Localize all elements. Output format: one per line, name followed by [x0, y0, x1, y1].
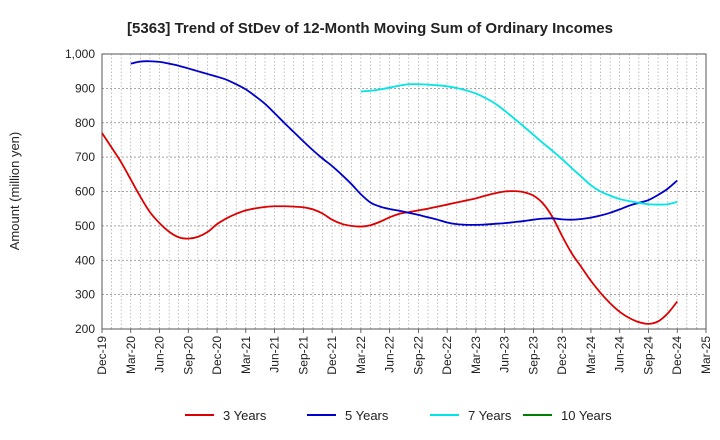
x-tick-label: Sep-22 [411, 336, 425, 375]
series-line-7-years [360, 83, 678, 206]
x-tick-label: Jun-22 [383, 336, 397, 373]
legend-label: 10 Years [561, 408, 612, 423]
legend-label: 7 Years [468, 408, 512, 423]
x-tick-label: Sep-24 [641, 336, 655, 375]
x-tick-label: Sep-23 [526, 336, 540, 375]
x-tick-label: Dec-21 [325, 336, 339, 375]
y-tick-label: 1,000 [65, 47, 95, 61]
x-tick-label: Sep-20 [181, 336, 195, 375]
y-tick-label: 200 [75, 322, 95, 336]
legend: 3 Years 5 Years 7 Years 10 Years [185, 408, 612, 423]
plot-area: 200 300 400 500 600 700 800 900 1,000 Dec-19 Mar-2… [65, 47, 713, 375]
plot-frame [101, 53, 707, 330]
x-tick-label: Dec-23 [555, 336, 569, 375]
x-tick-label: Mar-23 [469, 336, 483, 374]
x-tick-label: Jun-24 [613, 336, 627, 373]
legend-label: 5 Years [345, 408, 389, 423]
x-tick-label: Sep-21 [296, 336, 310, 375]
x-tick-label: Jun-20 [153, 336, 167, 373]
y-tick-label: 900 [75, 81, 95, 95]
x-tick-label: Mar-21 [239, 336, 253, 374]
x-tick-label: Dec-20 [210, 336, 224, 375]
series-line-5-years [130, 60, 678, 226]
x-tick-label: Mar-22 [354, 336, 368, 374]
x-tick-label: Mar-25 [699, 336, 713, 374]
y-tick-label: 700 [75, 150, 95, 164]
legend-label: 3 Years [223, 408, 267, 423]
x-tick-label: Dec-24 [670, 336, 684, 375]
x-tick-label: Jun-23 [498, 336, 512, 373]
x-tick-label: Jun-21 [268, 336, 282, 373]
chart-title: [5363] Trend of StDev of 12-Month Moving… [127, 20, 613, 37]
x-tick-label: Dec-19 [95, 336, 109, 375]
y-tick-label: 500 [75, 219, 95, 233]
y-tick-label: 400 [75, 253, 95, 267]
series-line-3-years [101, 132, 678, 325]
y-tick-label: 300 [75, 288, 95, 302]
y-tick-label: 800 [75, 116, 95, 130]
y-axis-label: Amount (million yen) [7, 132, 22, 251]
x-tick-label: Mar-24 [584, 336, 598, 374]
x-tick-label: Dec-22 [440, 336, 454, 375]
y-tick-label: 600 [75, 185, 95, 199]
x-tick-label: Mar-20 [124, 336, 138, 374]
